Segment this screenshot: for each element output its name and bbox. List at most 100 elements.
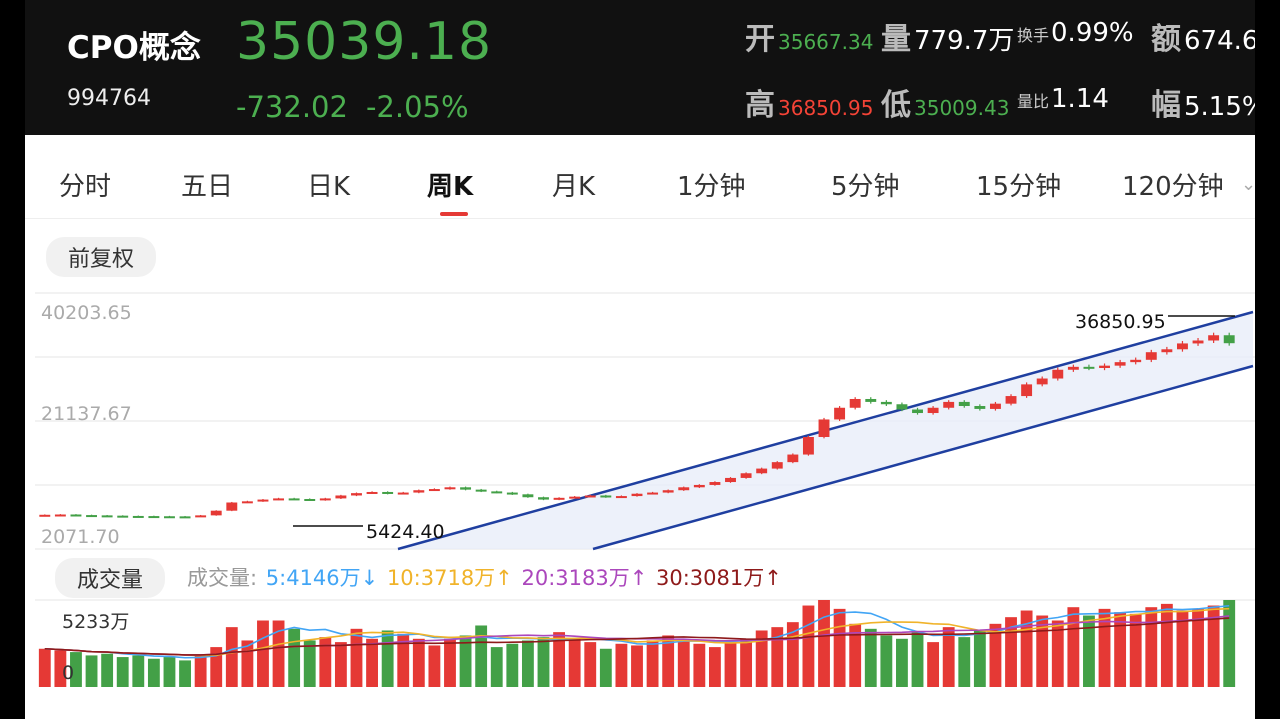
candle-body [1036,378,1048,385]
ma30-value: 30:3081万↑ [656,566,782,590]
volume-ma-lines [44,604,1230,659]
candle-body [912,409,923,414]
candle-body [958,401,970,407]
volume-bar [553,632,565,687]
tab-daily-k[interactable]: 日K [307,172,351,202]
volume-bar [677,640,690,687]
candle-body [506,492,518,495]
candle-body [849,398,861,408]
tab-weekly-k[interactable]: 周K [427,172,474,202]
candle-body [756,468,768,474]
adjust-button[interactable]: 前复权 [46,237,157,277]
volume-bar [225,627,238,687]
tab-120min[interactable]: 120分钟 [1122,172,1224,202]
tab-5min[interactable]: 5分钟 [831,172,900,202]
volume-bar [958,637,971,687]
candle-body [522,494,534,498]
candle-body [288,498,300,501]
tab-intraday[interactable]: 分时 [59,172,112,202]
volume-bar [911,632,924,687]
candle-body [366,491,378,494]
volume-bar [350,628,363,687]
volume-bar [132,655,145,687]
candle-body [226,502,238,511]
volume-bar [1192,608,1204,687]
candle-body [335,495,347,499]
volume-bar [1051,620,1064,687]
volume-bar [412,638,425,687]
volume-bar [818,600,830,687]
volume-bar [475,625,488,687]
chevron-down-icon[interactable]: ⌄ [1241,174,1255,195]
candle-body [1005,396,1017,404]
candle-body [1083,366,1095,369]
volume-indicator-button[interactable]: 成交量 [55,558,166,598]
volume-bar [631,645,643,687]
volume-bar [303,640,316,687]
volume-bar [1145,607,1158,687]
candle-body [428,489,440,492]
candle-body [787,454,799,463]
tab-15min[interactable]: 15分钟 [976,172,1062,202]
volume-bar [288,628,301,687]
volume-bar [693,643,706,687]
quote-header: CPO概念 994764 35039.18 -732.02 -2.05% 开 356… [25,0,1255,135]
volume-bar [802,605,815,687]
candle-body [460,487,472,490]
candle-body [444,487,456,490]
volume-bar [334,642,347,687]
kline-chart[interactable]: 36850.95 5424.40 [25,0,1255,719]
volume-bar [849,623,862,687]
candle-body [132,515,144,518]
volume-bar [70,652,82,687]
stock-app-frame: CPO概念 994764 35039.18 -732.02 -2.05% 开 356… [25,0,1255,719]
stock-code: 994764 [67,86,151,111]
volume-bar [397,633,410,687]
volume-ratio-stat: 量比1.14 [1017,84,1109,114]
candle-body [771,462,783,469]
volume-bar [38,648,51,687]
volume-bar [459,635,472,687]
volume-bar [709,647,721,687]
volume-bar [241,640,254,687]
candlesticks [39,332,1235,519]
tab-five-day[interactable]: 五日 [181,172,234,202]
period-tabs: 分时 五日 日K 周K 月K 1分钟 5分钟 15分钟 120分钟 ⌄ [25,148,1255,219]
candle-body [382,491,394,494]
candle-body [179,516,191,519]
candle-body [631,493,643,497]
candle-body [740,473,752,478]
ma5-value: 5:4146万↓ [265,566,379,590]
stock-name: CPO概念 [67,30,201,66]
tab-monthly-k[interactable]: 月K [552,172,596,202]
candle-body [1114,362,1126,366]
volume-bar [568,638,581,687]
candle-body [86,515,97,518]
volume-bar [116,657,129,687]
volume-bar [584,642,597,687]
tab-1min[interactable]: 1分钟 [677,172,746,202]
candle-body [1208,335,1220,341]
candle-body [241,501,253,504]
volume-bar [1098,608,1111,687]
candle-body [1021,384,1033,397]
volume-bar [506,643,519,687]
candle-body [1130,359,1142,363]
candle-body [1192,340,1204,344]
volume-bar [646,640,659,687]
turnover-stat: 换手0.99% [1017,18,1134,48]
candle-body [273,498,285,501]
change-value: -732.02 [236,90,348,124]
open-stat: 开 35667.34 [745,22,874,57]
candle-body [678,487,690,491]
volume-bar [210,647,223,687]
volume-axis-bottom: 0 [62,662,75,684]
volume-ma-legend: 成交量: 5:4146万↓ 10:3718万↑ 20:3183万↑ 30:308… [187,566,782,590]
candle-body [319,498,331,501]
volume-bar [1005,617,1017,687]
candle-body [538,497,549,500]
volume-bar [521,640,534,687]
candle-body [397,492,409,495]
volume-bar [724,642,737,687]
volume-bar [101,653,114,687]
